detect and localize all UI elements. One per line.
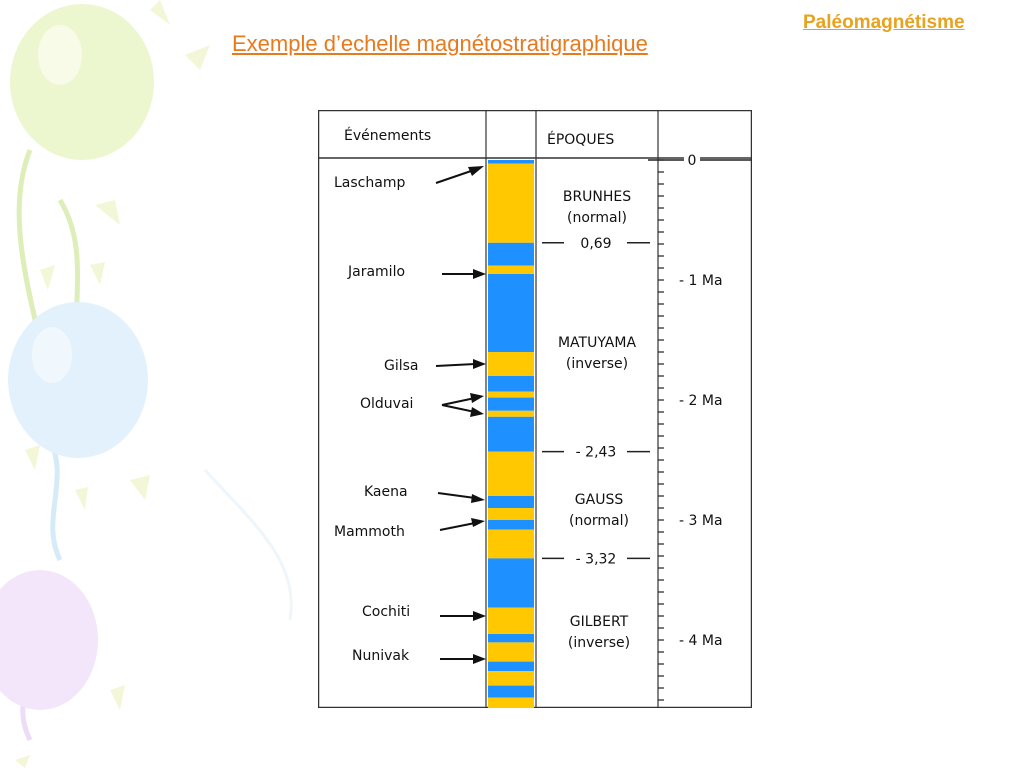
polarity-segment-normal xyxy=(488,642,534,662)
polarity-column xyxy=(488,160,534,708)
event-label: Mammoth xyxy=(334,524,405,540)
arrow-head-icon xyxy=(473,654,486,664)
event-cochiti: Cochiti xyxy=(362,604,486,621)
polarity-segment-inverse xyxy=(488,685,534,698)
balloon-purple-icon xyxy=(0,570,98,742)
tick-label: 0 xyxy=(688,153,697,169)
sparkle-rays-icon xyxy=(15,0,210,768)
polarity-segment-normal xyxy=(488,451,534,496)
epoch-name: GILBERT xyxy=(570,614,629,630)
time-axis xyxy=(658,159,664,701)
magnetostratigraphic-scale: Événements ÉPOQUES 0 - 1 Ma - 2 Ma - 3 Ma - … xyxy=(318,110,752,708)
event-arrow-icon xyxy=(439,522,476,531)
polarity-segment-normal xyxy=(488,410,534,417)
epoch-polarity: (inverse) xyxy=(568,635,630,651)
epoch-matuyama: MATUYAMA (inverse) xyxy=(558,335,636,372)
polarity-segment-normal xyxy=(488,265,534,274)
event-label: Laschamp xyxy=(334,175,405,191)
slide-title: Exemple d’echelle magnétostratigraphique xyxy=(232,31,648,56)
epoch-name: BRUNHES xyxy=(563,189,631,205)
event-jaramilo: Jaramilo xyxy=(347,264,486,280)
arrow-head-icon xyxy=(470,407,484,417)
event-olduvai: Olduvai xyxy=(360,393,484,417)
polarity-segment-inverse xyxy=(488,661,534,672)
balloon-green-icon xyxy=(10,4,154,351)
tick-label: - 2 Ma xyxy=(679,393,723,409)
boundary-label: 0,69 xyxy=(580,236,611,252)
epoch-polarity: (normal) xyxy=(567,210,627,226)
arrow-head-icon xyxy=(471,494,485,503)
polarity-segment-inverse xyxy=(488,634,534,643)
event-label: Olduvai xyxy=(360,396,413,412)
section-header: Paléomagnétisme xyxy=(803,12,965,33)
event-kaena: Kaena xyxy=(364,484,485,503)
epoch-brunhes: BRUNHES (normal) xyxy=(563,189,631,226)
event-nunivak: Nunivak xyxy=(352,648,486,664)
event-arrow-icon xyxy=(437,492,476,499)
polarity-segment-normal xyxy=(488,607,534,634)
polarity-segment-normal xyxy=(488,697,534,708)
polarity-segment-inverse xyxy=(488,376,534,392)
arrow-head-icon xyxy=(473,269,486,279)
epoch-polarity: (normal) xyxy=(569,513,629,529)
event-label: Cochiti xyxy=(362,604,410,620)
polarity-segment-inverse xyxy=(488,242,534,266)
arrow-head-icon xyxy=(473,611,486,621)
arrow-head-icon xyxy=(470,393,484,403)
polarity-segment-inverse xyxy=(488,558,534,608)
arrow-head-icon xyxy=(468,166,484,176)
polarity-segment-normal xyxy=(488,529,534,559)
epoch-polarity: (inverse) xyxy=(566,356,628,372)
polarity-segment-inverse xyxy=(488,397,534,411)
arrow-head-icon xyxy=(471,518,485,527)
header-events: Événements xyxy=(344,127,431,144)
epoch-name: GAUSS xyxy=(575,492,624,508)
event-gilsa: Gilsa xyxy=(384,358,486,374)
scale-frame xyxy=(318,110,752,708)
event-arrow-icon xyxy=(435,169,475,184)
polarity-segment-normal xyxy=(488,671,534,686)
polarity-segment-normal xyxy=(488,391,534,398)
balloon-blue-icon xyxy=(8,302,148,562)
boundary-label: - 3,32 xyxy=(576,551,617,567)
epoch-name: MATUYAMA xyxy=(558,335,636,351)
epoch-boundaries: 0,69 - 2,43 - 3,32 xyxy=(542,236,650,567)
polarity-segment-normal xyxy=(488,163,534,243)
tick-label: - 1 Ma xyxy=(679,273,723,289)
swirl-line-icon xyxy=(203,468,293,621)
event-label: Kaena xyxy=(364,484,408,500)
epoch-gauss: GAUSS (normal) xyxy=(569,492,629,529)
arrow-head-icon xyxy=(473,359,486,369)
polarity-segment-normal xyxy=(488,352,534,376)
polarity-segment-inverse xyxy=(488,160,534,164)
event-arrow-icon xyxy=(441,397,476,406)
event-label: Jaramilo xyxy=(347,264,405,280)
event-label: Nunivak xyxy=(352,648,410,664)
polarity-segment-inverse xyxy=(488,274,534,352)
polarity-segment-inverse xyxy=(488,496,534,508)
polarity-segment-inverse xyxy=(488,520,534,530)
time-tick-labels: 0 - 1 Ma - 2 Ma - 3 Ma - 4 Ma xyxy=(648,153,752,649)
tick-label: - 4 Ma xyxy=(679,633,723,649)
event-laschamp: Laschamp xyxy=(334,166,484,191)
polarity-segment-inverse xyxy=(488,416,534,452)
event-arrow-icon xyxy=(441,404,476,413)
event-arrow-icon xyxy=(435,363,476,367)
header-epochs: ÉPOQUES xyxy=(547,131,614,148)
event-label: Gilsa xyxy=(384,358,419,374)
polarity-segment-normal xyxy=(488,508,534,520)
tick-label: - 3 Ma xyxy=(679,513,723,529)
epoch-gilbert: GILBERT (inverse) xyxy=(568,614,630,651)
zero-label-bg xyxy=(684,153,700,167)
event-mammoth: Mammoth xyxy=(334,518,485,540)
boundary-label: - 2,43 xyxy=(576,445,617,461)
